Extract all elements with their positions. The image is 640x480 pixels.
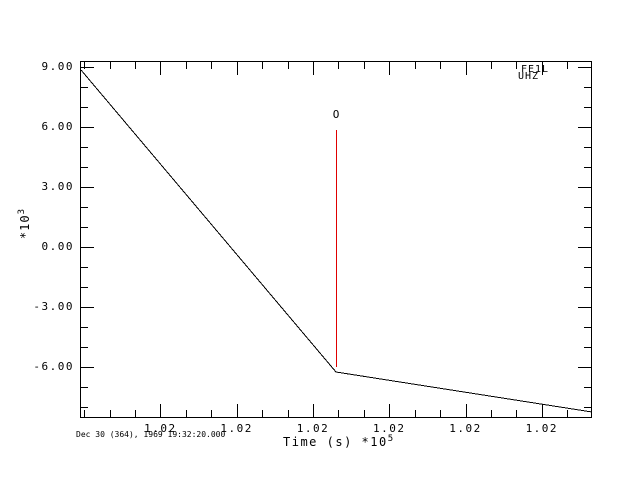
x-tick-label: 1.02 bbox=[220, 422, 253, 435]
legend-station-label: FE1L bbox=[521, 64, 550, 75]
y-tick-label: 9.00 bbox=[41, 60, 74, 73]
plot-area bbox=[80, 61, 592, 418]
x-axis-title-base: Time (s) *10 bbox=[283, 435, 388, 449]
x-axis-title: Time (s) *105 bbox=[283, 434, 393, 449]
x-tick-label: 1.02 bbox=[372, 422, 406, 435]
x-tick-label: 1.02 bbox=[144, 422, 177, 435]
x-axis-exponent: 5 bbox=[387, 434, 394, 444]
y-tick-label: 6.00 bbox=[41, 120, 74, 133]
timestamp-label: Dec 30 (364), 1969 19:32:20.000 bbox=[76, 430, 226, 439]
legend-channel-label: UHZ bbox=[518, 71, 540, 82]
seismogram-trace bbox=[80, 69, 592, 413]
x-tick-label: 1.02 bbox=[449, 422, 482, 435]
y-tick-label: -6.00 bbox=[33, 360, 74, 373]
x-tick-label: 1.02 bbox=[525, 422, 559, 435]
y-tick-label: -3.00 bbox=[33, 300, 74, 313]
origin-marker-label: O bbox=[332, 108, 340, 121]
y-axis-title-base: *10 bbox=[18, 214, 32, 240]
y-tick-label: 0.00 bbox=[41, 240, 74, 253]
x-tick-label: 1.02 bbox=[296, 422, 330, 435]
y-tick-label: 3.00 bbox=[41, 180, 74, 193]
y-axis-exponent: 3 bbox=[17, 208, 27, 215]
